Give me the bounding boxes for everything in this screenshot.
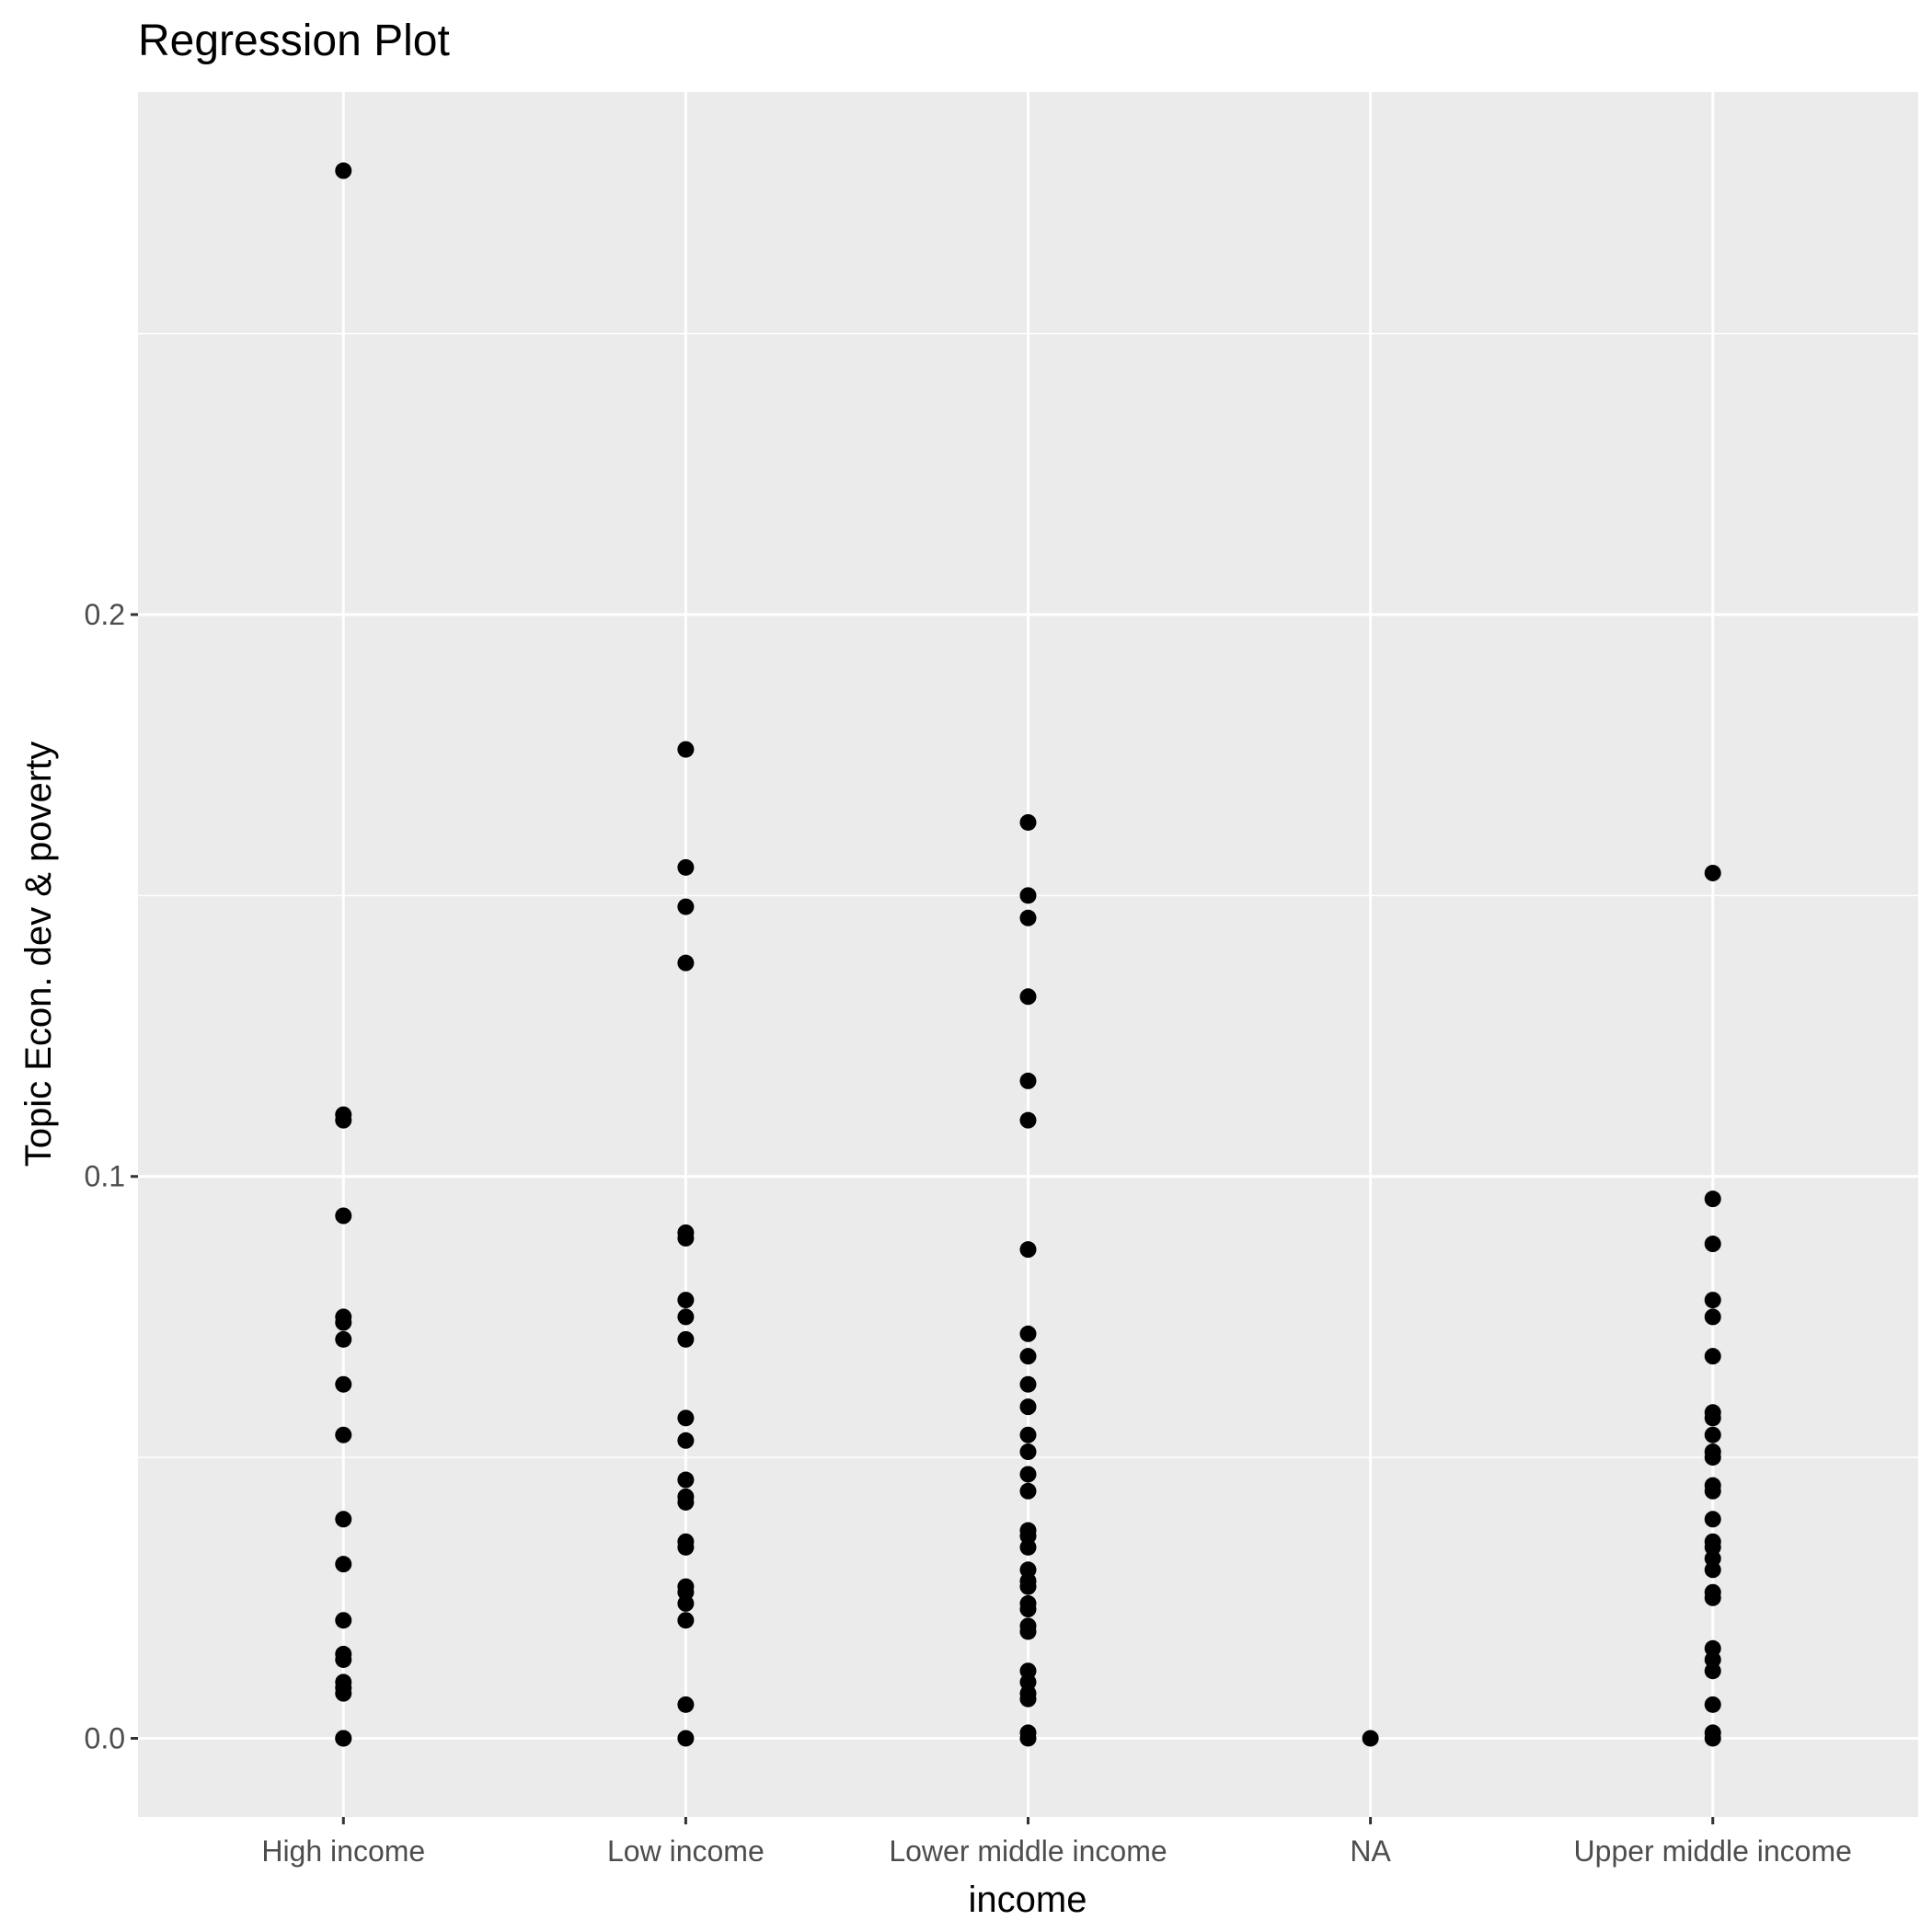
data-point <box>677 1292 695 1309</box>
data-point <box>1704 1696 1721 1713</box>
grid <box>138 92 1918 1817</box>
y-axis-title: Topic Econ. dev & poverty <box>18 742 59 1167</box>
data-point <box>1019 887 1037 904</box>
data-point <box>1704 1511 1721 1528</box>
x-tick-label: NA <box>1350 1834 1391 1868</box>
data-point <box>1019 1241 1037 1259</box>
data-point <box>1019 1111 1037 1129</box>
chart-title: Regression Plot <box>138 17 450 65</box>
y-tick-label: 0.2 <box>85 598 125 631</box>
y-tick-label: 0.1 <box>85 1160 125 1193</box>
data-point <box>1019 1578 1037 1595</box>
data-point <box>1019 1348 1037 1365</box>
data-point <box>677 1229 695 1247</box>
data-point <box>1704 1236 1721 1253</box>
data-point <box>335 1612 352 1629</box>
data-point <box>1704 1426 1721 1443</box>
data-point <box>1019 1375 1037 1393</box>
x-tick-label: Lower middle income <box>889 1834 1167 1868</box>
x-tick-label: Upper middle income <box>1574 1834 1852 1868</box>
data-point <box>1704 1409 1721 1427</box>
data-point <box>1019 1623 1037 1640</box>
data-point <box>1704 1308 1721 1326</box>
data-point <box>1019 909 1037 926</box>
data-point <box>1019 1072 1037 1089</box>
data-point <box>677 1493 695 1511</box>
data-point <box>335 1730 352 1747</box>
points <box>335 162 1721 1747</box>
data-point <box>1019 1538 1037 1556</box>
data-point <box>1704 1348 1721 1365</box>
data-point <box>1704 864 1721 881</box>
data-point <box>1019 1730 1037 1747</box>
x-axis-title: income <box>969 1880 1087 1920</box>
y-tick-label: 0.0 <box>85 1721 125 1754</box>
x-tick-label: High income <box>261 1834 425 1868</box>
data-point <box>1704 1561 1721 1579</box>
data-point <box>335 1685 352 1702</box>
data-point <box>1019 1426 1037 1443</box>
data-point <box>677 898 695 915</box>
data-point <box>677 1432 695 1449</box>
data-point <box>1019 1482 1037 1500</box>
data-point <box>1019 1443 1037 1461</box>
data-point <box>677 1594 695 1612</box>
data-point <box>677 1538 695 1556</box>
data-point <box>1704 1292 1721 1309</box>
data-point <box>677 954 695 972</box>
x-axis: High income Low income Lower middle income… <box>261 1817 1852 1868</box>
data-point <box>677 1330 695 1348</box>
data-point <box>335 1314 352 1331</box>
data-point <box>1704 1190 1721 1208</box>
y-axis: 0.0 0.1 0.2 <box>85 598 138 1754</box>
data-point <box>1019 1690 1037 1708</box>
data-point <box>677 858 695 876</box>
data-point <box>1362 1730 1379 1747</box>
data-point <box>335 1111 352 1129</box>
data-point <box>1019 813 1037 831</box>
data-point <box>677 741 695 758</box>
data-point <box>677 1612 695 1629</box>
data-point <box>677 1730 695 1747</box>
data-point <box>335 1511 352 1528</box>
data-point <box>1704 1662 1721 1680</box>
data-point <box>1019 1325 1037 1342</box>
data-point <box>677 1409 695 1427</box>
data-point <box>1019 988 1037 1006</box>
data-point <box>1704 1482 1721 1500</box>
data-point <box>335 1650 352 1668</box>
data-point <box>1019 1466 1037 1483</box>
data-point <box>1704 1730 1721 1747</box>
data-point <box>335 1207 352 1225</box>
data-point <box>1704 1589 1721 1606</box>
data-point <box>1019 1601 1037 1618</box>
data-point <box>335 1330 352 1348</box>
data-point <box>1704 1449 1721 1466</box>
data-point <box>335 162 352 179</box>
x-tick-label: Low income <box>607 1834 765 1868</box>
data-point <box>1019 1398 1037 1416</box>
data-point <box>335 1426 352 1443</box>
data-point <box>335 1375 352 1393</box>
data-point <box>677 1308 695 1326</box>
data-point <box>677 1471 695 1489</box>
data-point <box>335 1556 352 1573</box>
data-point <box>677 1696 695 1713</box>
